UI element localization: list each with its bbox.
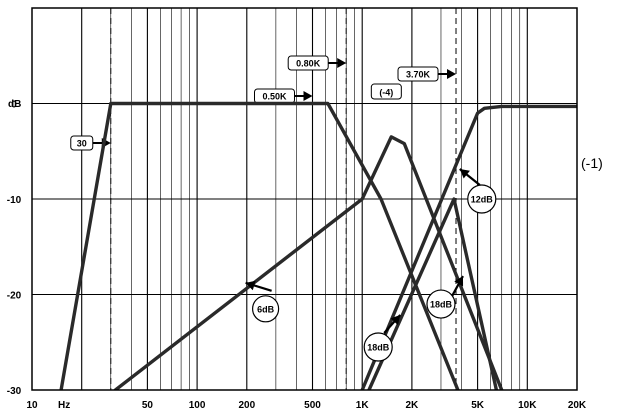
- x-unit-label: Hz: [58, 400, 70, 411]
- slope-label: 6dB: [257, 304, 275, 314]
- marker-arrow-head: [337, 58, 347, 68]
- response-curve: [360, 104, 577, 390]
- marker-label: 3.70K: [406, 70, 431, 80]
- x-tick-label: 2K: [406, 400, 420, 411]
- marker-flag: 0.50K: [253, 88, 313, 104]
- response-curves: [59, 101, 577, 390]
- y-tick-label: -10: [7, 195, 22, 206]
- slope-annotations: 6dB 12dB 18dB 18dB (-4): [245, 83, 497, 362]
- y-tick-label: 0: [11, 100, 17, 111]
- marker-arrow-head: [303, 91, 313, 101]
- y-tick-label: -30: [7, 386, 22, 397]
- x-tick-label: 200: [238, 400, 255, 411]
- x-tick-label: 1K: [356, 400, 370, 411]
- response-curve: [367, 197, 499, 390]
- x-tick-label: 10K: [518, 400, 537, 411]
- frequency-markers: 30 0.50K 0.80K 3.70K: [70, 8, 457, 390]
- slope-label: 18dB: [430, 300, 453, 310]
- slope-label-circle: [252, 295, 280, 323]
- slope-arrow-head: [459, 169, 470, 179]
- marker-label: 30: [77, 139, 87, 149]
- x-tick-label: 20K: [568, 400, 587, 411]
- x-tick-label: 50: [142, 400, 154, 411]
- y-tick-label: -20: [7, 291, 22, 302]
- slope-arrow-head: [454, 276, 464, 287]
- marker-arrow-head: [447, 69, 457, 79]
- curve-offset-label: (-1): [581, 155, 603, 171]
- slope-label: 12dB: [471, 195, 494, 205]
- x-tick-label: 10: [26, 400, 38, 411]
- slope-arrow-head: [245, 280, 256, 291]
- x-tick-label: 100: [189, 400, 206, 411]
- marker-flag: 3.70K: [397, 66, 457, 82]
- tick-labels: 10 50 100 200 500 1K 2K 5K 10K 20K 0 -10 -20 -30: [7, 100, 587, 412]
- response-curve: [113, 135, 504, 390]
- peak-label-box: [370, 83, 402, 100]
- slope-label-circle: [426, 289, 456, 319]
- plot-frame: [31, 7, 578, 391]
- y-unit-label: dB: [8, 99, 21, 110]
- slope-label-circle: [363, 332, 393, 362]
- response-curve: [59, 101, 460, 390]
- x-tick-label: 500: [304, 400, 321, 411]
- slope-label: 18dB: [367, 343, 390, 353]
- peak-label: (-4): [379, 88, 393, 98]
- marker-flag: 0.80K: [287, 55, 347, 71]
- plot-border: [31, 7, 578, 391]
- slope-arrow-head: [390, 315, 401, 326]
- marker-label: 0.50K: [262, 92, 287, 102]
- x-tick-label: 5K: [471, 400, 485, 411]
- slope-label-circle: [467, 184, 497, 214]
- marker-label: 0.80K: [296, 59, 321, 69]
